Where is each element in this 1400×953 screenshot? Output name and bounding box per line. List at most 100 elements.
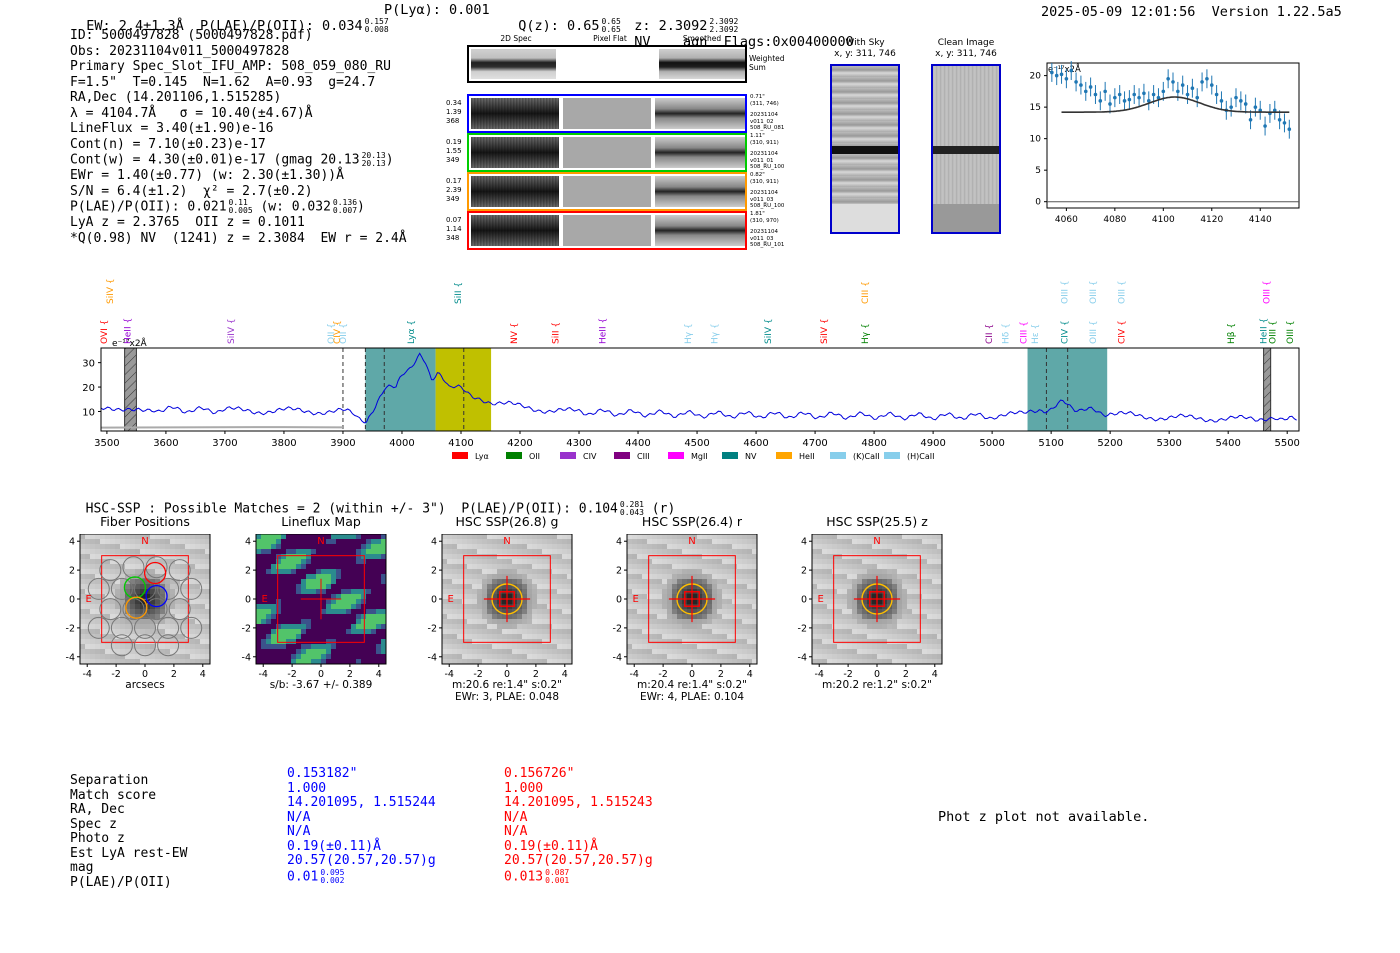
cutout-xtick-label: 4 bbox=[747, 669, 753, 680]
hsc-title: HSC-SSP : Possible Matches = 2 (within +… bbox=[85, 500, 676, 517]
cutout-ytick-label: -2 bbox=[66, 623, 75, 634]
fiber-circle bbox=[122, 556, 145, 579]
fiber-circle bbox=[145, 598, 168, 621]
spec-line-marker: CIII { bbox=[861, 281, 871, 304]
spectrum-row-2-stats: 0.19 1.55 349 bbox=[446, 138, 462, 164]
spectrum-row-4-fiber-info: 1.81" (310, 970) 20231104 v011_03 508_RU_101 bbox=[750, 211, 785, 248]
spec-xtick-label: 4300 bbox=[566, 438, 591, 449]
weighted-2dspec-image bbox=[471, 49, 556, 79]
cutout-caption: arcsecs bbox=[125, 679, 165, 691]
spec-xtick-label: 4100 bbox=[448, 438, 473, 449]
detection-info: ID: 5000497828 (5000497828.pdf) Obs: 202… bbox=[70, 28, 407, 246]
match-table-col1: 0.153182" 1.000 14.201095, 1.515244 N/A … bbox=[287, 766, 436, 885]
fit-data-point bbox=[1205, 76, 1209, 81]
fiber-circle bbox=[110, 616, 133, 639]
col-title-2dspec: 2D Spec bbox=[500, 34, 532, 43]
search-box bbox=[648, 555, 736, 643]
spec-line-marker: SiIV { bbox=[227, 318, 237, 344]
legend-label: Lyα bbox=[475, 452, 489, 461]
cutout-image: N E -4 -4 -2 -2 0 0 2 2 4 4 bbox=[428, 534, 573, 680]
header-qz-upper: 0.65 bbox=[601, 17, 621, 26]
label-separation: Separation bbox=[70, 773, 149, 788]
cutout-ytick-label: -4 bbox=[798, 652, 807, 663]
spec-line-marker: Hβ { bbox=[1227, 323, 1237, 344]
spec-line-marker: CIV { bbox=[1061, 320, 1071, 344]
fit-data-point bbox=[1277, 117, 1282, 122]
label-photo-z: Photo z bbox=[70, 831, 125, 846]
header-qz: Q(z): 0.65 0.65 0.65 bbox=[518, 17, 621, 35]
spec-xtick-label: 4200 bbox=[507, 438, 532, 449]
fiber-circle-red bbox=[143, 561, 167, 585]
match-table-col2: 0.156726" 1.000 14.201095, 1.515243 N/A … bbox=[504, 766, 653, 885]
fit-data-point bbox=[1171, 80, 1175, 84]
spec-xtick-label: 3500 bbox=[94, 438, 119, 449]
fit-data-point bbox=[1185, 92, 1190, 97]
spec-line-marker: Hγ { bbox=[861, 323, 871, 344]
fit-data-point bbox=[1069, 68, 1074, 73]
fiber-circle-blue bbox=[145, 584, 168, 608]
cutout-ytick-label: -2 bbox=[242, 623, 251, 634]
cutout-panel-5: HSC SSP(25.5) z N E -4 -4 -2 -2 0 0 2 2 4 4 m:20.2 re… bbox=[790, 512, 960, 722]
header-timestamp-version: 2025-05-09 12:01:56 Version 1.22.5a5 bbox=[1041, 4, 1342, 20]
cutout-panel-1: Fiber Positions N E -4 -4 -2 -2 0 0 2 2 4 4 arcsecs bbox=[58, 512, 228, 722]
legend-swatch bbox=[776, 452, 792, 459]
north-label: N bbox=[317, 536, 324, 547]
fiber-circle bbox=[87, 577, 110, 600]
cutout-background bbox=[812, 534, 943, 665]
spec-line-marker: SiIV { bbox=[764, 318, 774, 344]
spec-line-marker: Hγ { bbox=[684, 323, 694, 344]
info-ewr: EWr = 1.40(±0.77) (w: 2.30(±1.30))Å bbox=[70, 168, 344, 183]
spec-xtick-label: 5300 bbox=[1156, 438, 1181, 449]
fit-data-point bbox=[1282, 121, 1287, 125]
legend-swatch bbox=[452, 452, 468, 459]
fit-data-point bbox=[1142, 91, 1146, 96]
cutout-ytick-label: -4 bbox=[66, 652, 75, 663]
east-label: E bbox=[262, 594, 268, 605]
cutout-ytick-label: 2 bbox=[431, 566, 437, 577]
label-match-score: Match score bbox=[70, 787, 157, 803]
spec-line-marker: Hε { bbox=[1031, 324, 1041, 344]
col-title-smoothed: Smoothed bbox=[682, 34, 722, 43]
center-box bbox=[684, 591, 700, 607]
fit-data-point bbox=[1287, 127, 1292, 131]
cutout-title: HSC SSP(25.5) z bbox=[826, 514, 928, 529]
cutout-xtick-label: 4 bbox=[376, 669, 382, 680]
spec-line-marker: SiII { bbox=[551, 322, 561, 344]
spec-line-marker: CIV { bbox=[1117, 320, 1127, 344]
fit-data-point bbox=[1132, 92, 1137, 97]
legend-label: NV bbox=[745, 452, 757, 461]
legend-label: MgII bbox=[691, 452, 708, 461]
legend-swatch bbox=[560, 452, 576, 459]
cutout-title: HSC SSP(26.8) g bbox=[455, 514, 559, 529]
east-label: E bbox=[448, 594, 454, 605]
spectrum-line bbox=[100, 352, 1297, 424]
fit-data-point bbox=[1229, 105, 1233, 109]
cutout-ytick-label: 2 bbox=[69, 566, 75, 577]
spec-line-marker: CII { bbox=[985, 324, 995, 344]
spec-xtick-label: 5000 bbox=[979, 438, 1004, 449]
spec-ytick-label: 10 bbox=[82, 407, 95, 418]
fit-xtick-label: 4140 bbox=[1249, 215, 1272, 225]
cutout-xtick-label: -2 bbox=[473, 669, 482, 680]
info-plae: P(LAE)/P(OII): 0.021 0.11 0.005 (w: 0.032 0… bbox=[70, 198, 365, 215]
fiber-circle-green bbox=[123, 576, 147, 599]
fiber-circle bbox=[134, 634, 156, 657]
spec-line-marker: SiIV { bbox=[106, 278, 116, 304]
spec-xtick-label: 4900 bbox=[920, 438, 945, 449]
fit-data-point bbox=[1127, 97, 1132, 102]
fit-data-point bbox=[1137, 95, 1141, 100]
spec-line-marker: OIII { bbox=[1061, 280, 1071, 304]
spectrum-row-2 bbox=[467, 133, 747, 172]
cutout-xtick-label: 0 bbox=[504, 669, 510, 680]
fiber-circle bbox=[134, 616, 156, 639]
cutout-ytick-label: 0 bbox=[431, 595, 437, 606]
cutout-caption: s/b: -3.67 +/- 0.389 bbox=[269, 679, 373, 691]
fiber-circle bbox=[157, 577, 180, 600]
cutout-title: Fiber Positions bbox=[100, 514, 190, 529]
header-z-upper: 2.3092 bbox=[709, 17, 739, 26]
photz-message: Phot z plot not available. bbox=[938, 809, 1150, 825]
fit-xtick-label: 4120 bbox=[1200, 215, 1223, 225]
cutout-caption: m:20.6 re:1.4" s:0.2" EWr: 3, PLAE: 0.048 bbox=[452, 679, 562, 703]
cutout-ytick-label: 4 bbox=[69, 537, 75, 548]
